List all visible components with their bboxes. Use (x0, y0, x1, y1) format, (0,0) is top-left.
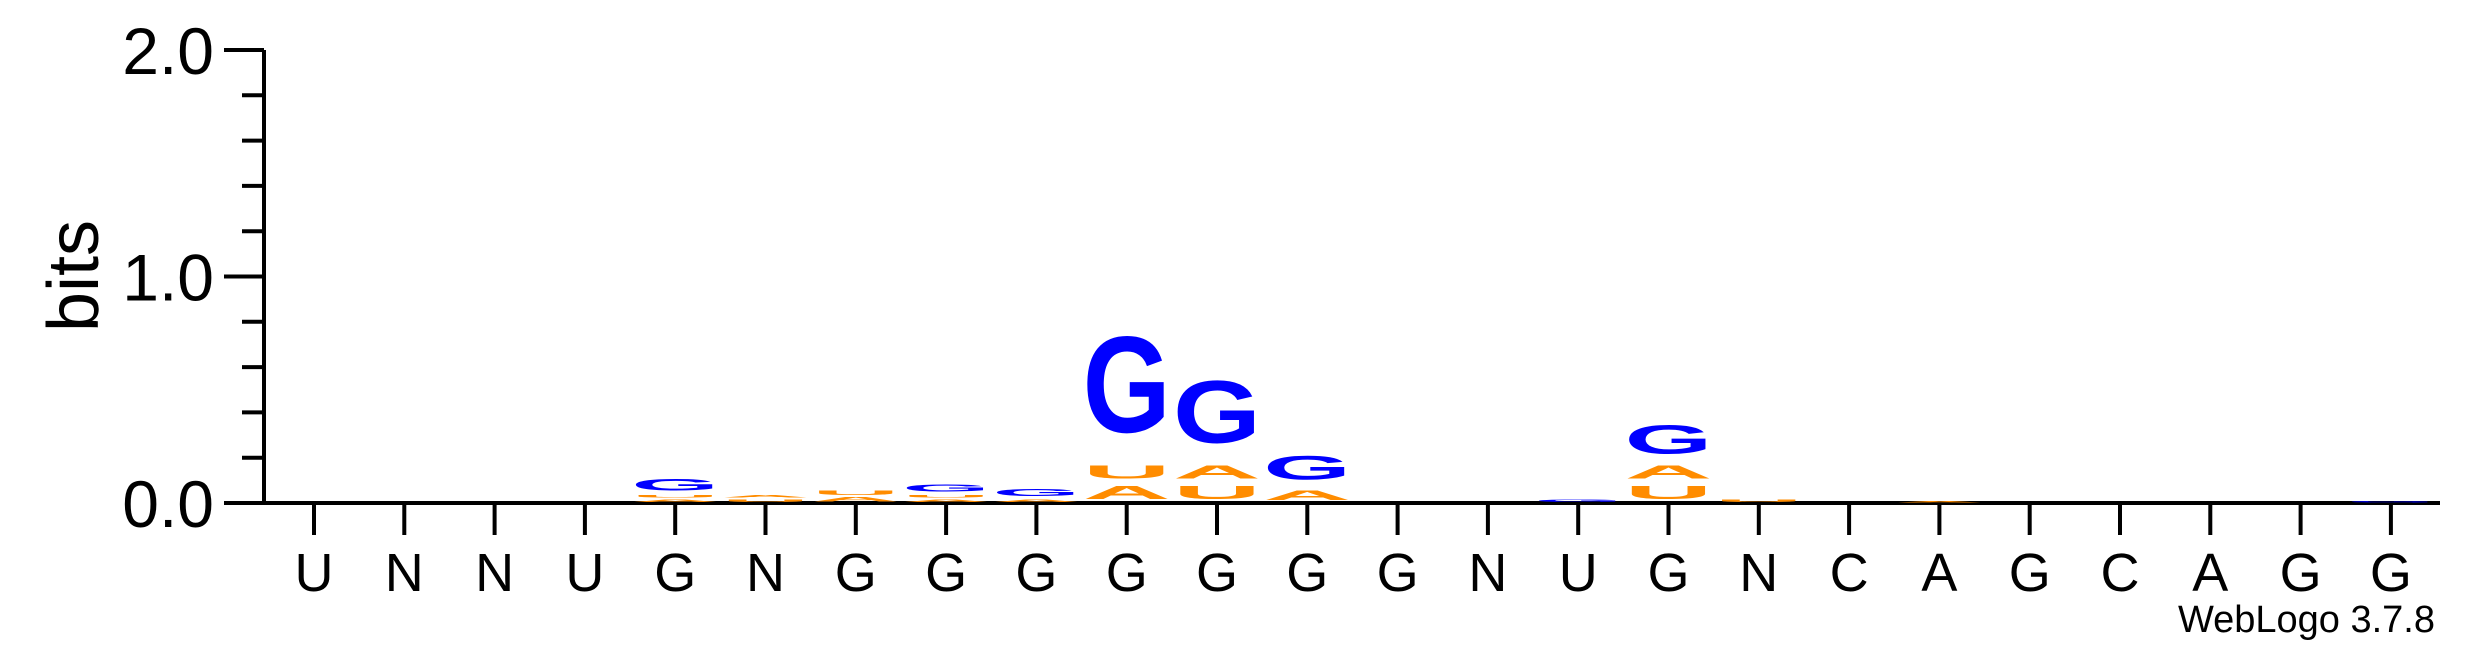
logo-letter-g: G (1083, 307, 1171, 461)
y-ticks: 0.0 1.0 2.0 (122, 14, 264, 541)
logo-letter-u: U (812, 489, 900, 496)
logo-letter-a: A (1083, 483, 1171, 503)
software-credit: WebLogo 3.7.8 (2177, 599, 2435, 641)
x-tick-label: U (1559, 543, 1598, 603)
x-tick-label: G (1647, 543, 1689, 603)
x-tick-label: G (1377, 543, 1419, 603)
x-tick-label: U (295, 543, 334, 603)
x-tick-label: G (835, 543, 877, 603)
logo-letter-a: A (902, 498, 990, 503)
logo-letter-a: A (722, 494, 810, 499)
logo-letter-a: A (812, 496, 900, 503)
x-tick-label: G (1015, 543, 1057, 603)
x-tick-label: N (1739, 543, 1778, 603)
logo-letter-g: G (992, 487, 1080, 498)
x-tick-label: A (1921, 543, 1957, 603)
logo-letter-g: G (2347, 501, 2435, 503)
logo-letter-u: U (631, 494, 719, 499)
x-tick-label: N (1468, 543, 1507, 603)
logo-letter-a: A (1625, 462, 1713, 482)
logo-letter-g: G (1173, 362, 1261, 462)
x-tick-label: G (2280, 543, 2322, 603)
logo-letter-u: U (1625, 483, 1713, 503)
x-tick-label: N (385, 543, 424, 603)
logo-letter-u: U (902, 494, 990, 499)
logo-letter-a: A (631, 498, 719, 503)
y-tick-label: 0.0 (122, 467, 214, 541)
x-tick-label: C (1830, 543, 1869, 603)
logo-letter-g: G (1625, 417, 1713, 462)
logo-letter-u: U (722, 498, 810, 503)
logo-letter-u: U (1173, 483, 1261, 503)
y-tick-label: 2.0 (122, 14, 214, 88)
logo-letter-g: G (1263, 448, 1351, 487)
logo-letter-a: A (1895, 501, 1983, 503)
x-tick-label: G (1106, 543, 1148, 603)
logo-letter-a: A (1263, 487, 1351, 503)
logo-letter-g: G (631, 476, 719, 494)
logo-letter-a: A (992, 498, 1080, 503)
x-tick-label: G (1286, 543, 1328, 603)
x-tick-label: N (475, 543, 514, 603)
x-tick-label: G (925, 543, 967, 603)
x-tick-label: G (2370, 543, 2412, 603)
logo-letter-g: G (1534, 498, 1622, 502)
y-tick-label: 1.0 (122, 241, 214, 315)
logo-letter-g: G (902, 483, 990, 494)
x-tick-label: C (2101, 543, 2140, 603)
x-tick-label: N (746, 543, 785, 603)
x-tick-label: U (565, 543, 604, 603)
logo-letter-u: U (1083, 462, 1171, 482)
x-tick-label: A (2192, 543, 2228, 603)
logo-letter-u: U (1715, 498, 1803, 503)
logo-letter-a: A (1173, 462, 1261, 482)
x-tick-label: G (654, 543, 696, 603)
y-axis-title: bits (34, 220, 114, 332)
x-tick-label: G (2009, 543, 2051, 603)
x-tick-label: G (1196, 543, 1238, 603)
